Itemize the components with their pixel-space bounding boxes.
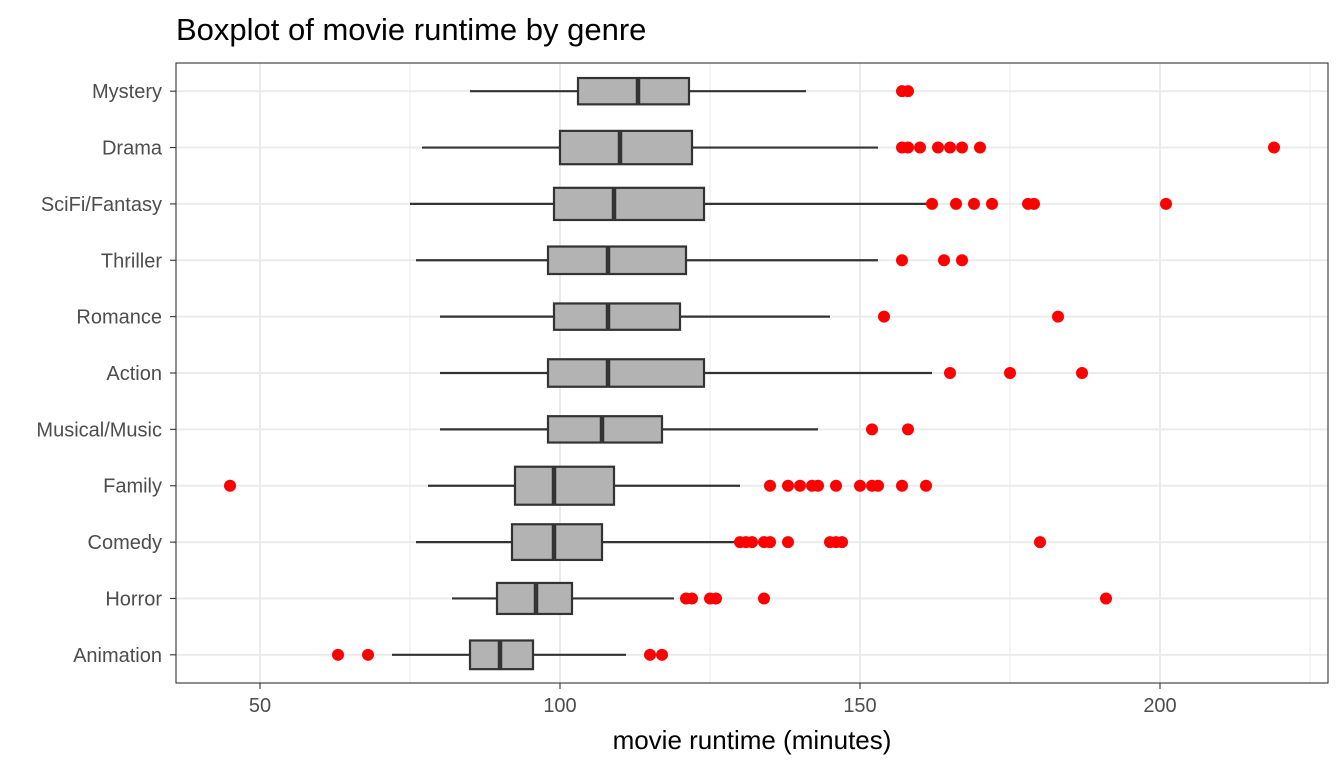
outlier-point <box>950 197 962 210</box>
box-thriller <box>416 245 878 276</box>
axes: Mystery Drama SciFi/Fantasy Thriller Romance… <box>36 81 1176 717</box>
y-tick-label: Action <box>106 363 162 385</box>
outlier-point <box>1004 367 1016 379</box>
y-tick-label: SciFi/Fantasy <box>41 194 162 216</box>
iqr-box <box>546 415 664 444</box>
outlier-point <box>902 141 914 154</box>
box-romance <box>440 302 830 331</box>
outlier-point <box>902 423 914 436</box>
outlier-point <box>914 141 926 154</box>
outlier-point <box>764 479 776 492</box>
outlier-point <box>836 536 848 549</box>
box-family <box>428 465 740 506</box>
outlier-point <box>902 85 914 98</box>
outlier-point <box>932 141 944 154</box>
outlier-point <box>944 141 956 154</box>
iqr-box <box>513 465 616 506</box>
outlier-point <box>746 536 758 549</box>
outlier-point <box>782 536 794 549</box>
iqr-box <box>510 523 604 562</box>
y-tick-label: Mystery <box>92 81 162 103</box>
outlier-point <box>1034 536 1046 549</box>
outlier-point <box>332 648 344 661</box>
outlier-point <box>830 479 842 492</box>
x-tick-label: 50 <box>249 695 271 717</box>
outlier-point <box>926 197 938 210</box>
outlier-point <box>644 648 656 661</box>
outlier-point <box>794 479 806 492</box>
box-drama <box>422 129 878 166</box>
box-mystery <box>470 76 806 106</box>
outlier-point <box>224 479 236 492</box>
outlier-point <box>872 479 884 492</box>
y-tick-label: Horror <box>105 588 162 610</box>
outlier-point <box>782 479 794 492</box>
outlier-point <box>758 592 770 605</box>
iqr-box <box>546 358 706 388</box>
outlier-point <box>1100 592 1112 605</box>
outlier-point <box>974 141 986 154</box>
outlier-point <box>1028 197 1040 210</box>
outlier-point <box>362 648 374 661</box>
iqr-box <box>552 186 706 222</box>
outlier-point <box>944 367 956 379</box>
y-tick-label: Comedy <box>88 532 162 554</box>
outlier-point <box>968 197 980 210</box>
outlier-point <box>1268 141 1280 154</box>
outlier-point <box>1160 197 1172 210</box>
chart-title: Boxplot of movie runtime by genre <box>176 12 646 47</box>
y-tick-label: Musical/Music <box>36 419 162 441</box>
outlier-point <box>812 479 824 492</box>
outlier-point <box>956 141 968 154</box>
outlier-point <box>896 479 908 492</box>
outlier-point <box>986 197 998 210</box>
x-tick-label: 100 <box>543 695 576 717</box>
y-tick-label: Animation <box>73 645 162 667</box>
iqr-box <box>576 76 691 106</box>
outlier-points <box>224 85 1280 661</box>
y-tick-label: Drama <box>102 138 163 160</box>
outlier-point <box>956 254 968 267</box>
y-tick-label: Romance <box>76 307 162 329</box>
outlier-point <box>686 592 698 605</box>
box-musical-music <box>440 415 818 444</box>
x-tick-label: 150 <box>843 695 876 717</box>
box-animation <box>392 639 626 671</box>
box-scifi-fantasy <box>410 186 932 222</box>
outlier-point <box>878 310 890 323</box>
x-tick-label: 200 <box>1143 695 1176 717</box>
boxes <box>392 76 932 671</box>
iqr-box <box>558 129 694 166</box>
box-comedy <box>416 523 740 562</box>
outlier-point <box>764 536 776 549</box>
outlier-point <box>938 254 950 267</box>
outlier-point <box>854 479 866 492</box>
outlier-point <box>1052 310 1064 323</box>
y-tick-label: Family <box>103 476 162 498</box>
outlier-point <box>866 423 878 436</box>
iqr-box <box>546 245 688 276</box>
box-horror <box>452 581 674 616</box>
outlier-point <box>710 592 722 605</box>
outlier-point <box>896 254 908 267</box>
y-tick-label: Thriller <box>101 250 162 272</box>
iqr-box <box>552 302 682 331</box>
box-action <box>440 358 932 388</box>
outlier-point <box>1076 367 1088 379</box>
x-axis-label: movie runtime (minutes) <box>613 725 892 755</box>
outlier-point <box>920 479 932 492</box>
outlier-point <box>656 648 668 661</box>
